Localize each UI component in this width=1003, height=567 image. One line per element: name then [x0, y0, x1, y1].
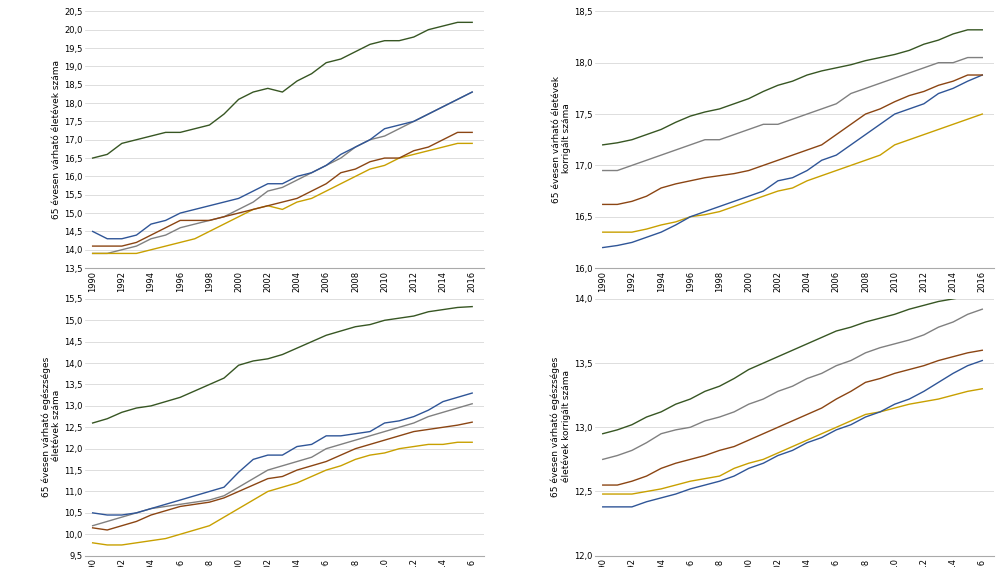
Legend: Cseh Köztársaság, Magyarország, Lengyelország, Szlovákia, Ausztria: Cseh Köztársaság, Magyarország, Lengyelo… [175, 344, 394, 366]
Y-axis label: 65 évesen várható egészséges
 életévek korrigált száma: 65 évesen várható egészséges életévek ko… [551, 357, 571, 497]
Y-axis label: 65 évesen várható egészséges
 életévek száma: 65 évesen várható egészséges életévek sz… [41, 357, 61, 497]
Y-axis label: 65 évesen várható életévek száma: 65 évesen várható életévek száma [52, 60, 61, 219]
Legend: Cseh Köztársaság, Magyarország, Lengyelország, Szlovákia, Ausztria: Cseh Köztársaság, Magyarország, Lengyelo… [684, 344, 904, 366]
Y-axis label: 65 évesen várható életévek
 korrigált száma: 65 évesen várható életévek korrigált szá… [552, 76, 571, 203]
